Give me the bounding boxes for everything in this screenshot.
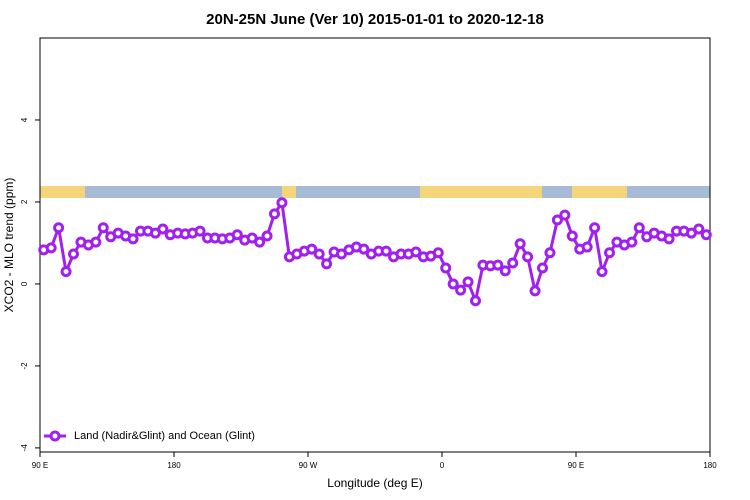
point (499, 265, 511, 277)
map-strip (40, 186, 710, 198)
legend-marker (49, 430, 61, 442)
y-axis-label: XCO2 - MLO trend (ppm) (2, 178, 16, 313)
point (537, 262, 548, 274)
point (492, 259, 504, 271)
x-tick-label: 90 E (32, 461, 48, 470)
point (68, 248, 79, 260)
point (276, 197, 288, 209)
point (254, 236, 266, 248)
point (45, 242, 57, 254)
point (589, 222, 601, 234)
point (700, 229, 712, 241)
point (551, 214, 563, 226)
point (522, 251, 534, 263)
point (633, 222, 645, 234)
point (581, 241, 593, 253)
y-tick-label: -4 (20, 444, 29, 452)
point (462, 276, 474, 288)
point (306, 243, 318, 255)
point (157, 223, 169, 235)
point (596, 266, 608, 278)
point (380, 245, 392, 257)
point (269, 208, 280, 220)
x-tick-label: 180 (167, 461, 181, 470)
point (358, 243, 370, 255)
point (321, 258, 333, 270)
point (604, 247, 615, 259)
point (261, 230, 273, 242)
y-tick-label: -2 (20, 362, 29, 370)
point (544, 247, 556, 259)
point (53, 222, 65, 234)
plot-frame (39, 37, 711, 453)
point (440, 262, 452, 274)
point (231, 229, 243, 241)
x-axis-label: Longitude (deg E) (327, 476, 422, 490)
point (455, 284, 467, 296)
point (529, 285, 541, 297)
point (566, 230, 578, 242)
x-tick-label: 180 (703, 461, 717, 470)
x-tick-label: 0 (440, 461, 445, 470)
point (514, 238, 526, 250)
chart-title: 20N-25N June (Ver 10) 2015-01-01 to 2020… (206, 11, 544, 28)
point (432, 247, 444, 259)
x-tick-label: 90 E (568, 461, 584, 470)
y-tick-label: 0 (20, 281, 29, 286)
point (90, 236, 102, 248)
point (97, 222, 109, 234)
point (410, 246, 422, 258)
y-tick-label: 4 (20, 117, 29, 122)
point (60, 266, 72, 278)
point (626, 236, 638, 248)
point (470, 295, 481, 307)
point (663, 233, 675, 245)
point (194, 225, 206, 237)
legend: Land (Nadir&Glint) and Ocean (Glint) (44, 430, 255, 442)
point (693, 223, 705, 235)
point (127, 233, 139, 245)
point (507, 257, 519, 269)
point (559, 209, 571, 221)
legend-label: Land (Nadir&Glint) and Ocean (Glint) (74, 430, 255, 442)
y-tick-label: 2 (20, 199, 29, 204)
point (313, 248, 325, 260)
point (447, 278, 459, 290)
x-tick-label: 90 W (299, 461, 318, 470)
